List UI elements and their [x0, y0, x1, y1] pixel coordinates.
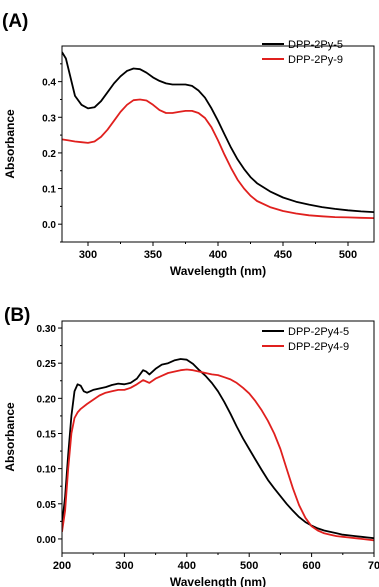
y-tick-label: 0.0: [42, 220, 56, 231]
x-tick-label: 450: [274, 249, 292, 261]
x-tick-label: 200: [53, 560, 71, 572]
x-tick-label: 600: [302, 560, 320, 572]
series-line-1: [62, 51, 374, 213]
series-line-2: [62, 98, 374, 219]
x-tick-label: 350: [144, 249, 162, 261]
y-tick-label: 0.10: [37, 465, 57, 476]
y-tick-label: 0.00: [37, 535, 57, 546]
x-tick-label: 300: [115, 560, 133, 572]
legend: DPP-2Py4-5 DPP-2Py4-9: [262, 326, 349, 353]
y-tick-label: 0.4: [42, 78, 56, 89]
legend-label: DPP-2Py-9: [288, 54, 343, 66]
panel-label: (B): [4, 305, 30, 326]
y-tick-label: 0.05: [37, 500, 57, 511]
y-tick-label: 0.1: [42, 185, 56, 196]
plot-frame: [61, 320, 375, 554]
legend-label: DPP-2Py4-5: [288, 326, 349, 338]
y-tick-label: 0.25: [37, 359, 57, 370]
x-tick-label: 300: [79, 249, 97, 261]
x-axis-label: Wavelength (nm): [170, 575, 266, 587]
legend-label: DPP-2Py-5: [288, 39, 343, 51]
y-tick-label: 0.2: [42, 149, 56, 160]
x-axis-label: Wavelength (nm): [170, 264, 266, 278]
series-line-2: [62, 368, 374, 542]
x-tick-label: 500: [339, 249, 357, 261]
legend-label: DPP-2Py4-9: [288, 341, 349, 353]
chart-panel-b: 200 300 400 500 600 70 0.00 0.05 0.10 0.15 0.20 0.2…: [3, 305, 379, 587]
x-tick-label: 500: [240, 560, 258, 572]
y-axis-label: Absorbance: [3, 109, 17, 179]
chart-panel-a: 300 350 400 450 500 0.0 0.1 0.2 0.3 0.4 Wavelength…: [2, 11, 375, 278]
y-tick-label: 0.30: [37, 324, 57, 335]
x-tick-label: 400: [178, 560, 196, 572]
legend: DPP-2Py-5 DPP-2Py-9: [262, 39, 343, 66]
plot-frame: [61, 45, 375, 243]
y-axis-label: Absorbance: [3, 402, 17, 472]
series-line-1: [62, 358, 374, 540]
y-tick-label: 0.15: [37, 429, 57, 440]
y-tick-label: 0.3: [42, 113, 56, 124]
x-tick-label: 400: [209, 249, 227, 261]
y-tick-label: 0.20: [37, 394, 57, 405]
panel-label: (A): [2, 11, 28, 32]
x-tick-label: 70: [368, 560, 379, 572]
